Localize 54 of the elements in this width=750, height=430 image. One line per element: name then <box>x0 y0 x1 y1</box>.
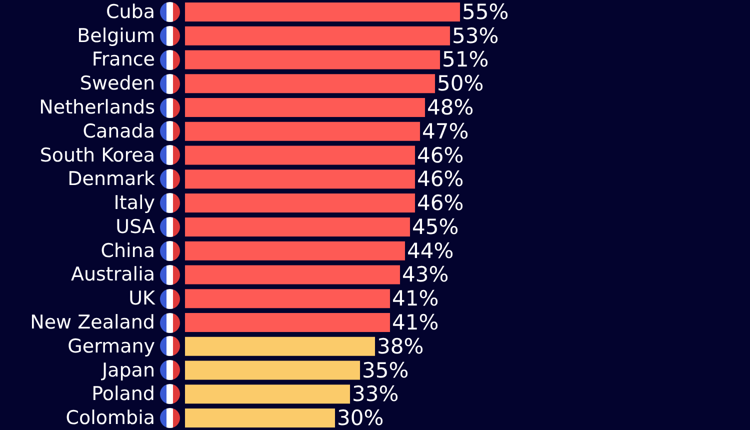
y-tick-label: China <box>100 240 155 262</box>
y-tick-label: UK <box>128 288 156 310</box>
data-label: 53% <box>452 24 499 48</box>
data-label: 30% <box>337 406 384 430</box>
data-label: 35% <box>362 358 409 382</box>
bar <box>185 384 350 404</box>
bar <box>185 313 390 332</box>
bar <box>185 360 360 380</box>
y-tick-label: Sweden <box>80 72 155 95</box>
y-tick-label: Canada <box>82 120 155 142</box>
bar <box>185 26 450 46</box>
bar <box>185 170 415 189</box>
y-tick-label: France <box>92 48 155 71</box>
y-tick-label: Poland <box>92 383 155 406</box>
bar <box>185 122 420 141</box>
bar <box>185 98 425 117</box>
bar <box>185 336 375 356</box>
y-tick-label: Netherlands <box>39 96 155 118</box>
bar <box>185 50 440 70</box>
bar <box>185 408 335 428</box>
data-label: 55% <box>462 0 509 24</box>
y-tick-label: Denmark <box>68 168 155 190</box>
data-label: 46% <box>417 143 464 168</box>
data-label: 46% <box>417 191 464 216</box>
y-tick-label: New Zealand <box>30 312 155 334</box>
bar <box>185 289 390 308</box>
data-label: 41% <box>392 286 439 311</box>
data-label: 33% <box>352 382 399 406</box>
data-label: 41% <box>392 310 439 334</box>
data-label: 45% <box>412 214 459 239</box>
bar <box>185 2 460 22</box>
bar <box>185 74 435 94</box>
bar <box>185 194 415 213</box>
data-label: 47% <box>422 119 469 144</box>
y-tick-label: Italy <box>114 192 155 214</box>
bar <box>185 146 415 165</box>
y-tick-label: Colombia <box>66 407 155 430</box>
data-label: 51% <box>442 48 489 72</box>
y-tick-label: USA <box>116 216 155 238</box>
y-tick-label: Belgium <box>77 24 155 47</box>
y-tick-label: Australia <box>70 264 155 286</box>
data-label: 44% <box>407 238 454 263</box>
data-label: 50% <box>437 72 484 96</box>
data-label: 38% <box>377 334 424 358</box>
y-tick-label: Japan <box>101 359 155 382</box>
data-label: 46% <box>417 167 464 192</box>
bar <box>185 241 405 260</box>
y-tick-label: Cuba <box>106 0 155 23</box>
data-label: 48% <box>427 96 474 120</box>
bar <box>185 217 410 236</box>
bar <box>185 265 400 284</box>
data-label: 43% <box>402 262 449 287</box>
y-tick-label: Germany <box>68 335 155 358</box>
y-tick-label: South Korea <box>40 144 155 166</box>
